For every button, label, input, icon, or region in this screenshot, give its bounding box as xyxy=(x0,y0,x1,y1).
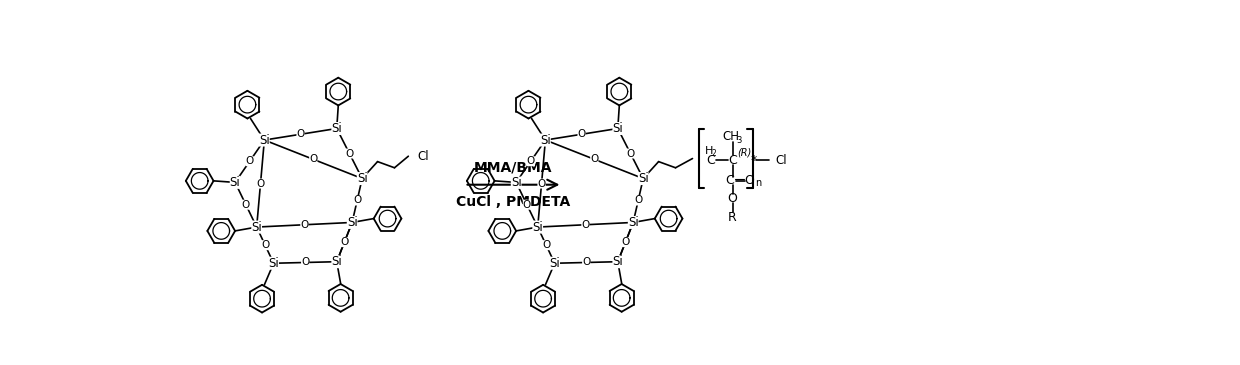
Text: O: O xyxy=(537,178,546,189)
Text: H: H xyxy=(706,146,713,156)
Text: C: C xyxy=(707,154,715,166)
Text: O: O xyxy=(578,129,585,139)
Text: Si: Si xyxy=(613,255,624,268)
Text: O: O xyxy=(242,200,250,210)
Text: O: O xyxy=(296,129,305,139)
Text: O: O xyxy=(345,149,353,158)
Text: Si: Si xyxy=(331,122,342,135)
Text: MMA/BMA: MMA/BMA xyxy=(474,161,553,175)
Text: O: O xyxy=(260,240,269,250)
Text: n: n xyxy=(755,178,761,188)
Text: O: O xyxy=(340,237,348,247)
Text: O: O xyxy=(523,200,531,210)
Text: O: O xyxy=(353,196,361,205)
Text: O: O xyxy=(257,178,264,189)
Text: Si: Si xyxy=(613,122,624,135)
Text: O: O xyxy=(527,156,534,166)
Text: O: O xyxy=(582,257,590,268)
Text: O: O xyxy=(582,220,589,230)
Text: Si: Si xyxy=(541,134,551,147)
Text: O: O xyxy=(309,154,317,164)
Text: *: * xyxy=(751,154,758,166)
Text: C: C xyxy=(728,154,737,166)
Text: Si: Si xyxy=(532,220,543,234)
Text: Cl: Cl xyxy=(418,150,429,163)
Text: (R): (R) xyxy=(738,147,751,157)
Text: 2: 2 xyxy=(712,149,717,158)
Text: Si: Si xyxy=(627,216,639,229)
Text: O: O xyxy=(542,240,551,250)
Text: Si: Si xyxy=(511,176,522,189)
Text: O: O xyxy=(301,257,309,268)
Text: CuCl , PMDETA: CuCl , PMDETA xyxy=(456,195,570,209)
Text: O: O xyxy=(626,149,635,158)
Text: R: R xyxy=(728,211,737,223)
Text: Si: Si xyxy=(347,216,357,229)
Text: Si: Si xyxy=(549,257,560,270)
Text: O: O xyxy=(621,237,630,247)
Text: Si: Si xyxy=(331,255,342,268)
Text: CH: CH xyxy=(723,130,739,143)
Text: Si: Si xyxy=(268,257,279,270)
Text: O: O xyxy=(246,156,254,166)
Text: O: O xyxy=(728,192,738,205)
Text: 3: 3 xyxy=(737,136,742,145)
Text: O: O xyxy=(590,154,599,164)
Text: Si: Si xyxy=(637,172,649,185)
Text: Si: Si xyxy=(252,220,262,234)
Text: Si: Si xyxy=(259,134,270,147)
Text: Si: Si xyxy=(229,176,241,189)
Text: C: C xyxy=(725,174,734,187)
Text: O: O xyxy=(634,196,642,205)
Text: O: O xyxy=(340,237,348,247)
Text: O: O xyxy=(744,174,754,187)
Text: O: O xyxy=(300,220,309,230)
Text: Cl: Cl xyxy=(776,154,787,166)
Text: O: O xyxy=(621,237,630,247)
Text: Si: Si xyxy=(357,172,367,185)
